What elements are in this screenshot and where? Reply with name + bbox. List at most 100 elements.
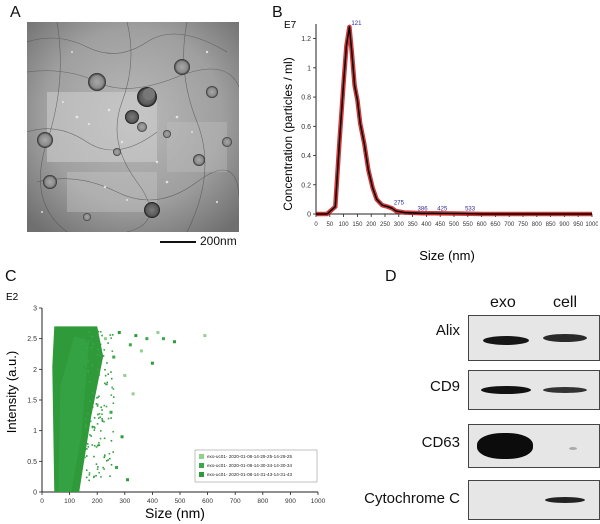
scatter-point xyxy=(139,349,143,353)
scatter-point xyxy=(97,466,99,468)
y-exponent-label: E2 xyxy=(6,292,19,303)
scatter-point xyxy=(112,451,115,453)
wb-band-alix-cell xyxy=(543,334,587,342)
scatter-point xyxy=(104,382,106,385)
x-tick-label: 900 xyxy=(559,222,570,228)
scatter-point xyxy=(103,404,106,407)
scatter-point xyxy=(120,435,124,439)
wb-column-cell: cell xyxy=(553,294,578,311)
scatter-point xyxy=(87,446,90,448)
panel-d-letter: D xyxy=(385,268,397,285)
scatter-point xyxy=(98,444,101,447)
panel-b-letter: B xyxy=(272,4,283,21)
scatter-point xyxy=(110,337,112,339)
scatter-point xyxy=(111,333,114,336)
x-tick-label: 300 xyxy=(119,498,130,505)
wb-band-cytochrome-c-cell xyxy=(545,497,585,503)
x-tick-label: 100 xyxy=(64,498,75,505)
scatter-point xyxy=(112,402,115,405)
scatter-point xyxy=(99,437,102,440)
peak-label: 533 xyxy=(465,207,476,213)
y-tick-label: 1 xyxy=(307,65,311,72)
y-tick-label: 2 xyxy=(33,367,37,374)
scatter-point xyxy=(112,355,116,359)
scatter-point xyxy=(91,336,94,338)
x-tick-label: 50 xyxy=(326,222,333,228)
scatter-point xyxy=(95,337,97,340)
scatter-point xyxy=(109,475,111,477)
y-tick-label: 0.6 xyxy=(301,124,311,131)
scatter-point xyxy=(89,400,92,403)
scatter-point xyxy=(92,362,94,364)
x-tick-label: 650 xyxy=(490,222,501,228)
legend-swatch xyxy=(199,454,204,459)
scatter-point xyxy=(93,339,96,342)
scatter-point xyxy=(106,381,109,384)
wb-blot-cytochrome-c xyxy=(468,480,600,520)
x-tick-label: 500 xyxy=(175,498,186,505)
scatter-legend: exo-uc01- 2020-01-08-14-29-25-14-29-25 ex… xyxy=(194,449,318,483)
x-axis-label: Size (nm) xyxy=(145,505,205,521)
panel-a-letter: A xyxy=(10,4,21,21)
scatter-point xyxy=(97,396,99,399)
scatter-point xyxy=(104,368,106,371)
x-tick-label: 950 xyxy=(573,222,584,228)
scatter-point xyxy=(96,397,98,399)
scatter-point xyxy=(111,386,113,389)
scatter-point xyxy=(96,423,99,425)
legend-swatch xyxy=(199,472,204,477)
peak-label: 275 xyxy=(394,201,405,207)
scatter-point xyxy=(84,424,87,426)
scatter-point xyxy=(85,469,88,472)
scatter-point xyxy=(92,476,95,479)
x-tick-label: 400 xyxy=(147,498,158,505)
scatter-point xyxy=(91,406,94,408)
y-tick-label: 0 xyxy=(307,212,311,219)
scatter-point xyxy=(103,337,107,341)
scatter-point xyxy=(109,410,113,414)
scatter-point xyxy=(97,330,100,333)
intensity-size-scatter: E2 Intensity (a.u.) Size (nm) 0 100 200 300… xyxy=(4,292,326,521)
y-tick-label: 2.5 xyxy=(27,336,37,343)
scatter-point xyxy=(86,443,89,445)
scatter-point xyxy=(109,457,111,460)
scatter-point xyxy=(106,362,108,364)
scatter-point xyxy=(101,334,103,337)
legend-swatch xyxy=(199,463,204,468)
scatter-point xyxy=(89,434,91,436)
scatter-point xyxy=(84,456,86,459)
scatter-point xyxy=(96,403,99,406)
scatter-point xyxy=(112,430,114,433)
x-tick-label: 450 xyxy=(435,222,446,228)
scatter-point xyxy=(91,426,94,429)
scatter-main-cloud-core xyxy=(58,336,90,492)
scatter-point xyxy=(85,426,87,428)
scatter-point xyxy=(91,391,94,394)
scatter-point xyxy=(90,385,92,387)
peak-label: 386 xyxy=(418,207,429,213)
y-tick-label: 0 xyxy=(33,490,37,497)
scatter-point xyxy=(117,331,121,335)
wb-blot-cd63 xyxy=(468,424,600,468)
tem-micrograph xyxy=(27,22,239,232)
scatter-point xyxy=(110,377,113,380)
x-tick-label: 1000 xyxy=(585,222,598,228)
scatter-point xyxy=(87,344,89,347)
nta-concentration-chart: E7 Concentration (particles / ml) Size (… xyxy=(281,20,598,263)
x-tick-label: 1000 xyxy=(311,498,326,505)
peak-label: 425 xyxy=(437,207,448,213)
scatter-point xyxy=(102,466,104,469)
scatter-point xyxy=(156,331,160,335)
wb-band-alix-exo xyxy=(483,336,529,345)
panel-c-letter: C xyxy=(5,268,17,285)
scatter-point xyxy=(107,342,109,344)
scatter-point xyxy=(103,454,106,457)
scatter-point xyxy=(96,468,99,470)
x-axis-label: Size (nm) xyxy=(419,248,475,263)
scatter-point xyxy=(97,444,100,446)
y-tick-label: 1 xyxy=(33,428,37,435)
scatter-point xyxy=(101,419,104,421)
scatter-point xyxy=(93,417,96,419)
scatter-point xyxy=(99,416,102,418)
scatter-point xyxy=(86,448,88,450)
